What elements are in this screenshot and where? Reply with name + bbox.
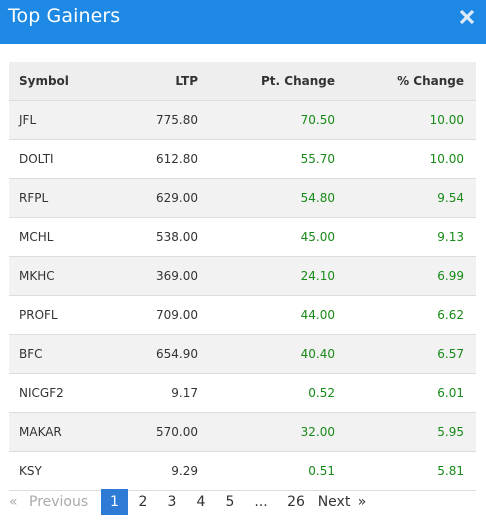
table-row[interactable]: BFC 654.90 40.40 6.57 — [9, 334, 476, 374]
pct-change-cell: 5.95 — [335, 412, 476, 452]
ltp-cell: 9.17 — [119, 373, 198, 413]
ltp-cell: 775.80 — [119, 100, 198, 140]
previous-page-link: Previous — [29, 494, 89, 510]
symbol-cell: KSY — [9, 451, 119, 491]
ltp-cell: 612.80 — [119, 139, 198, 179]
ltp-cell: 538.00 — [119, 217, 198, 257]
pct-change-cell: 6.99 — [335, 256, 476, 296]
table-row[interactable]: PROFL 709.00 44.00 6.62 — [9, 295, 476, 335]
pt-change-cell: 44.00 — [198, 295, 335, 335]
pt-change-cell: 54.80 — [198, 178, 335, 218]
symbol-cell: NICGF2 — [9, 373, 119, 413]
gainers-table: Symbol LTP Pt. Change % Change JFL 775.80… — [9, 62, 476, 491]
page-link-2[interactable]: 2 — [138, 494, 148, 510]
next-page-link[interactable]: Next — [317, 494, 351, 510]
symbol-cell: PROFL — [9, 295, 119, 335]
pct-change-cell: 6.62 — [335, 295, 476, 335]
ltp-cell: 629.00 — [119, 178, 198, 218]
pagination: « Previous 1 2 3 4 5 ... 26 Next » — [9, 489, 479, 515]
pct-change-cell: 6.01 — [335, 373, 476, 413]
table-row[interactable]: MCHL 538.00 45.00 9.13 — [9, 217, 476, 257]
column-header-pt-change[interactable]: Pt. Change — [198, 62, 335, 101]
ltp-cell: 369.00 — [119, 256, 198, 296]
page-link-26[interactable]: 26 — [287, 494, 305, 510]
ltp-cell: 9.29 — [119, 451, 198, 491]
symbol-cell: RFPL — [9, 178, 119, 218]
last-page-link[interactable]: » — [357, 494, 367, 510]
pt-change-cell: 32.00 — [198, 412, 335, 452]
page-link-1[interactable]: 1 — [101, 489, 128, 515]
column-header-pct-change[interactable]: % Change — [335, 62, 476, 101]
pagination-ellipsis: ... — [254, 494, 268, 510]
modal-title: Top Gainers — [8, 5, 121, 27]
table-header-row: Symbol LTP Pt. Change % Change — [9, 62, 476, 101]
page-link-5[interactable]: 5 — [225, 494, 235, 510]
pt-change-cell: 70.50 — [198, 100, 335, 140]
pct-change-cell: 9.13 — [335, 217, 476, 257]
pct-change-cell: 10.00 — [335, 139, 476, 179]
close-icon[interactable] — [458, 8, 476, 26]
ltp-cell: 570.00 — [119, 412, 198, 452]
symbol-cell: JFL — [9, 100, 119, 140]
pt-change-cell: 45.00 — [198, 217, 335, 257]
pt-change-cell: 0.52 — [198, 373, 335, 413]
pt-change-cell: 0.51 — [198, 451, 335, 491]
table-row[interactable]: DOLTI 612.80 55.70 10.00 — [9, 139, 476, 179]
table-row[interactable]: JFL 775.80 70.50 10.00 — [9, 100, 476, 140]
table-row[interactable]: RFPL 629.00 54.80 9.54 — [9, 178, 476, 218]
column-header-symbol[interactable]: Symbol — [9, 62, 119, 101]
pct-change-cell: 10.00 — [335, 100, 476, 140]
first-page-link: « — [9, 494, 18, 510]
pct-change-cell: 9.54 — [335, 178, 476, 218]
modal-header: Top Gainers — [0, 0, 486, 44]
ltp-cell: 709.00 — [119, 295, 198, 335]
pct-change-cell: 6.57 — [335, 334, 476, 374]
page-link-3[interactable]: 3 — [167, 494, 177, 510]
gainers-table-container: Symbol LTP Pt. Change % Change JFL 775.80… — [9, 62, 476, 491]
symbol-cell: BFC — [9, 334, 119, 374]
table-row[interactable]: MAKAR 570.00 32.00 5.95 — [9, 412, 476, 452]
symbol-cell: MCHL — [9, 217, 119, 257]
pt-change-cell: 24.10 — [198, 256, 335, 296]
pct-change-cell: 5.81 — [335, 451, 476, 491]
pt-change-cell: 40.40 — [198, 334, 335, 374]
page-link-4[interactable]: 4 — [196, 494, 206, 510]
column-header-ltp[interactable]: LTP — [119, 62, 198, 101]
table-row[interactable]: NICGF2 9.17 0.52 6.01 — [9, 373, 476, 413]
table-row[interactable]: KSY 9.29 0.51 5.81 — [9, 451, 476, 491]
symbol-cell: MAKAR — [9, 412, 119, 452]
pt-change-cell: 55.70 — [198, 139, 335, 179]
symbol-cell: DOLTI — [9, 139, 119, 179]
ltp-cell: 654.90 — [119, 334, 198, 374]
symbol-cell: MKHC — [9, 256, 119, 296]
table-row[interactable]: MKHC 369.00 24.10 6.99 — [9, 256, 476, 296]
